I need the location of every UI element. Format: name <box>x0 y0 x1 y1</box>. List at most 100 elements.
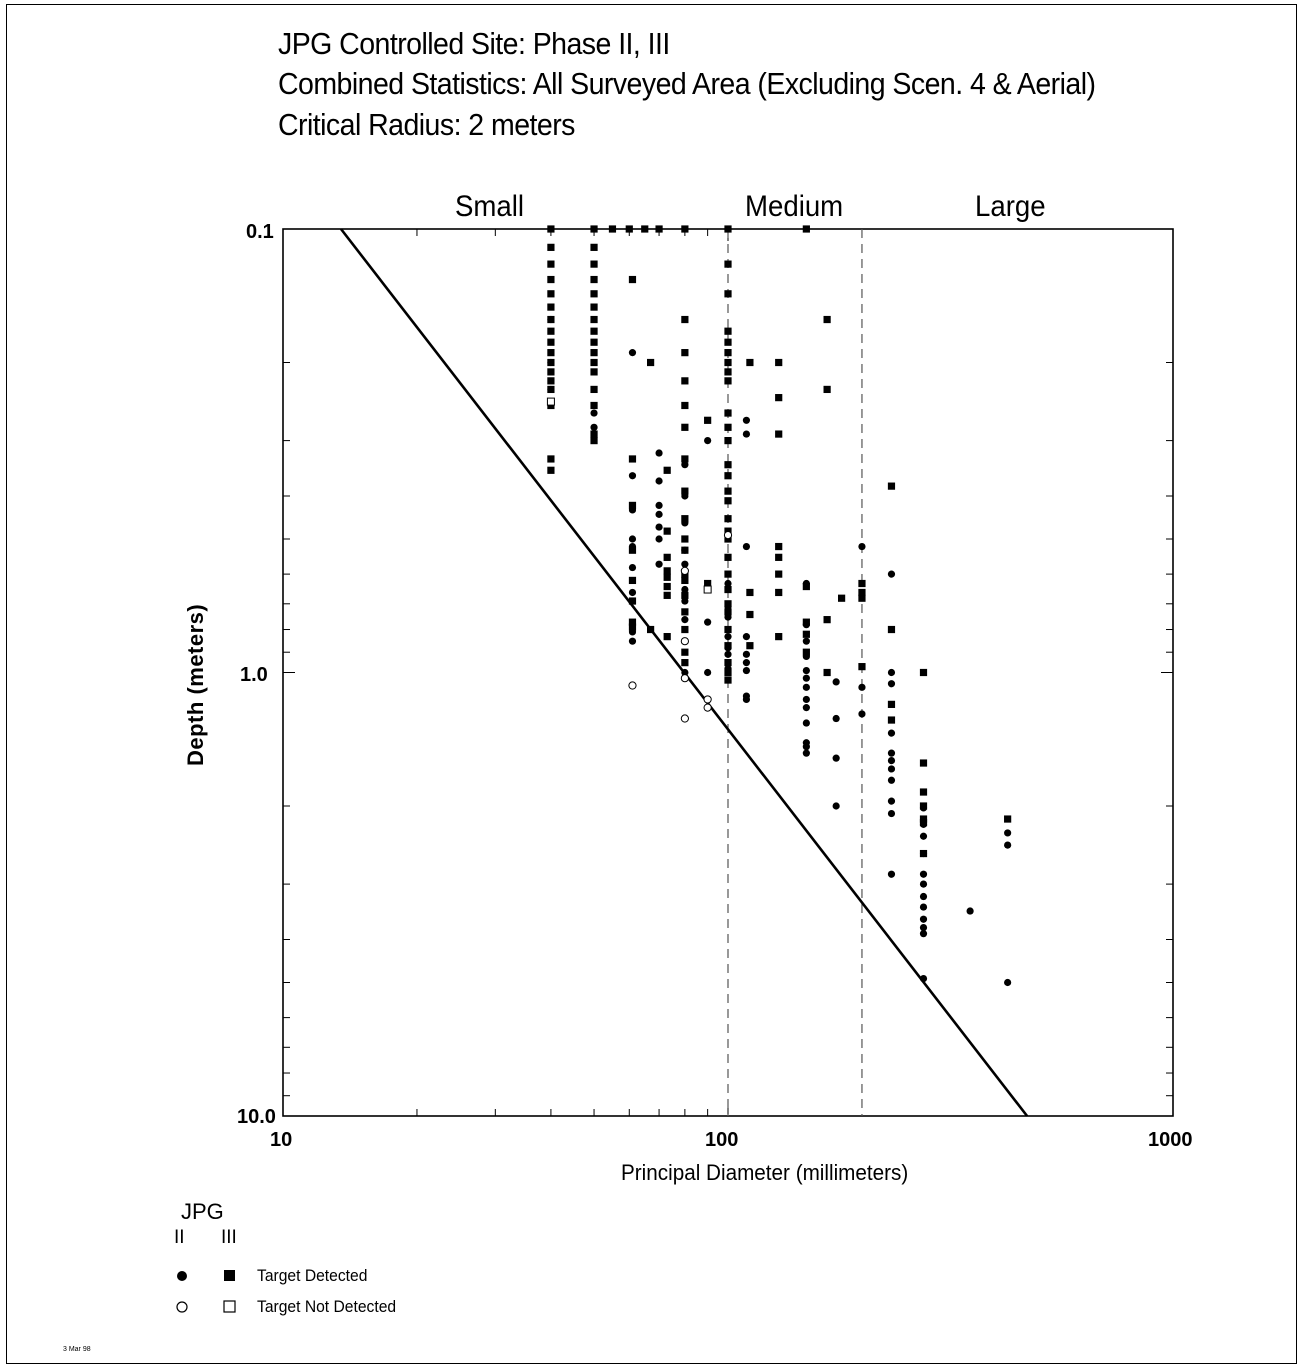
data-point-detected-ii <box>681 461 689 469</box>
data-point-detected-ii <box>724 613 732 621</box>
data-point-detected-iii <box>547 225 555 233</box>
data-point-detected-ii <box>802 637 810 645</box>
data-point-detected-iii <box>628 623 637 631</box>
data-point-detected-iii <box>681 576 689 585</box>
data-point-detected-iii <box>547 303 555 311</box>
data-point-detected-ii <box>919 849 928 858</box>
data-point-detected-iii <box>724 290 732 298</box>
data-point-detected-iii <box>590 401 598 410</box>
data-point-detected-ii <box>919 870 928 878</box>
data-point-detected-iii <box>663 633 671 641</box>
data-point-detected-ii <box>802 683 810 691</box>
data-point-detected-iii <box>724 625 732 634</box>
data-point-detected-ii <box>681 519 689 527</box>
data-point-detected-iii <box>746 642 754 650</box>
data-point-detected-ii <box>655 535 663 543</box>
data-point-detected-iii <box>590 338 598 346</box>
data-point-not-detected-ii <box>680 637 689 646</box>
data-point-detected-iii <box>681 535 689 543</box>
data-point-detected-iii <box>746 358 754 367</box>
y-tick-label: 10.0 <box>237 1106 276 1128</box>
data-point-detected-ii <box>919 880 928 888</box>
region-label-large: Large <box>975 190 1046 223</box>
data-point-detected-iii <box>590 327 598 335</box>
legend-phase-iii: III <box>221 1227 237 1248</box>
data-point-detected-iii <box>547 338 555 346</box>
data-point-detected-iii <box>628 455 637 463</box>
data-point-detected-iii <box>681 401 689 410</box>
data-point-detected-ii <box>887 570 896 578</box>
x-tick-label: 1000 <box>1148 1129 1193 1151</box>
data-point-detected-ii <box>724 644 732 652</box>
data-point-detected-ii <box>919 930 928 938</box>
data-point-detected-iii <box>628 501 637 510</box>
data-point-detected-ii <box>724 602 732 611</box>
data-point-detected-iii <box>663 582 671 591</box>
data-point-detected-iii <box>858 663 866 671</box>
data-point-detected-ii <box>655 510 663 518</box>
data-point-detected-ii <box>802 695 810 704</box>
data-point-detected-iii <box>724 377 732 385</box>
data-point-detected-ii <box>742 542 751 551</box>
data-point-detected-ii <box>628 472 637 480</box>
chart-title-line-1: JPG Controlled Site: Phase II, III <box>278 26 670 61</box>
data-point-detected-iii <box>681 608 689 616</box>
data-point-detected-ii <box>547 315 555 324</box>
data-point-detected-ii <box>628 506 637 514</box>
data-point-detected-iii <box>628 275 637 284</box>
data-point-detected-ii <box>724 633 732 641</box>
data-point-detected-iii <box>724 368 732 376</box>
data-point-detected-ii <box>681 560 689 568</box>
data-point-detected-iii <box>887 700 896 708</box>
data-point-detected-ii <box>628 637 637 645</box>
data-point-detected-iii <box>663 527 671 535</box>
y-tick-label: 1.0 <box>240 664 268 686</box>
data-point-detected-iii <box>775 430 783 438</box>
data-point-detected-ii <box>966 907 974 915</box>
data-point-detected-iii <box>681 648 689 656</box>
x-tick-label: 10 <box>270 1129 293 1151</box>
data-point-not-detected-ii <box>723 531 733 540</box>
data-point-detected-iii <box>724 327 732 335</box>
legend-detected-circle-icon <box>177 1271 187 1281</box>
data-point-detected-iii <box>858 588 866 597</box>
data-point-detected-iii <box>775 553 783 561</box>
data-point-detected-iii <box>681 591 689 599</box>
data-point-detected-iii <box>590 385 598 394</box>
data-point-detected-iii <box>823 315 831 324</box>
data-point-detected-ii <box>887 749 896 757</box>
data-point-detected-ii <box>628 349 637 357</box>
data-point-detected-iii <box>590 358 598 367</box>
data-point-detected-ii <box>655 477 663 485</box>
data-point-detected-iii <box>724 553 732 561</box>
data-point-detected-iii <box>724 570 732 578</box>
data-point-detected-iii <box>887 482 896 490</box>
data-point-detected-iii <box>802 648 810 656</box>
data-point-detected-ii <box>858 710 866 718</box>
data-point-detected-ii <box>655 560 663 568</box>
data-point-detected-iii <box>724 487 732 495</box>
data-point-detected-iii <box>663 567 671 575</box>
data-point-detected-ii <box>919 820 928 828</box>
data-point-not-detected-ii <box>703 703 712 712</box>
legend-not-detected-circle-icon <box>176 1301 188 1313</box>
data-point-detected-ii <box>919 903 928 911</box>
data-point-detected-ii <box>802 719 810 727</box>
data-point-detected-iii <box>724 659 732 667</box>
data-point-detected-iii <box>746 610 754 619</box>
data-point-detected-iii <box>547 275 555 284</box>
data-point-detected-iii <box>919 788 928 796</box>
data-point-detected-ii <box>802 666 810 675</box>
legend-not-detected-label: Target Not Detected <box>257 1297 397 1316</box>
data-point-detected-ii <box>628 542 637 551</box>
data-point-detected-iii <box>887 716 896 724</box>
data-point-detected-iii <box>802 630 810 638</box>
legend-phase-ii: II <box>174 1227 185 1248</box>
data-point-detected-iii <box>590 437 598 445</box>
data-point-detected-ii <box>681 546 689 554</box>
data-point-detected-iii <box>858 594 866 602</box>
data-point-detected-iii <box>724 461 732 469</box>
data-point-detected-ii <box>681 616 689 624</box>
data-point-detected-ii <box>628 535 637 543</box>
data-point-detected-ii <box>887 809 896 818</box>
